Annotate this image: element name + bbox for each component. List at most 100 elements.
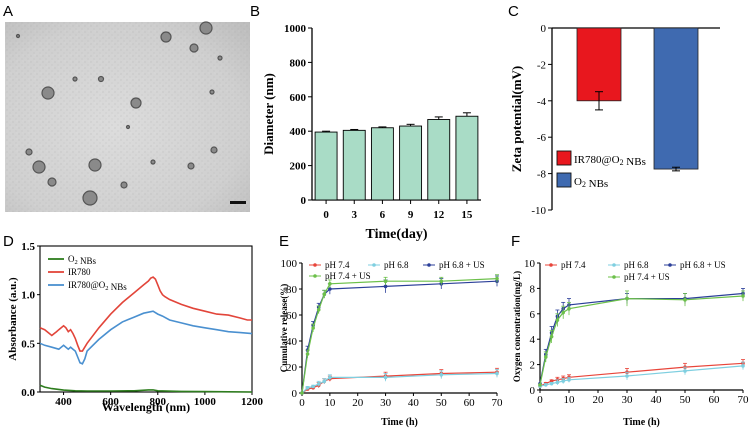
data-point bbox=[328, 375, 332, 380]
x-tick-label: 15 bbox=[461, 209, 473, 221]
y-tick-label: 0 bbox=[301, 195, 307, 207]
scale-bar bbox=[230, 201, 246, 204]
y-tick-label: -4 bbox=[537, 96, 547, 108]
legend-label: IR780@O2 NBs bbox=[574, 154, 646, 168]
chart-f-oxygen: 0 10 20 30 40 50 60 70 0 2 4 6 8 10 pH 7.4 pH 6.8 pH 6.8… bbox=[512, 258, 749, 428]
data-point bbox=[305, 386, 310, 390]
y-axis-title: Cumulative release(%) bbox=[279, 284, 289, 373]
bar bbox=[427, 119, 451, 201]
y-axis-title: Oxygen concentration(mg/L) bbox=[512, 271, 522, 382]
x-axis-title: Time (h) bbox=[623, 417, 660, 428]
x-tick-label: 10 bbox=[564, 394, 576, 406]
legend-label: pH 7.4 bbox=[325, 260, 350, 270]
panel-label-c: C bbox=[508, 3, 519, 20]
legend-marker bbox=[549, 263, 553, 267]
data-point bbox=[555, 380, 560, 385]
x-tick-label: 1200 bbox=[241, 396, 264, 408]
x-tick-label: 50 bbox=[436, 397, 448, 409]
x-tick-label: 400 bbox=[55, 396, 72, 408]
y-axis-title: Absorbance (a.u.) bbox=[7, 277, 19, 361]
legend-marker bbox=[668, 263, 672, 267]
y-tick-label: 0 bbox=[292, 388, 298, 400]
legend-swatch bbox=[556, 150, 572, 166]
x-tick-label: 1000 bbox=[194, 396, 217, 408]
series-line bbox=[39, 276, 252, 352]
y-tick-label: 4 bbox=[530, 334, 536, 346]
legend-label: pH 6.8 bbox=[384, 260, 409, 270]
y-tick-label: 800 bbox=[290, 57, 307, 69]
data-point bbox=[439, 279, 444, 284]
y-tick-label: 2 bbox=[530, 360, 536, 372]
legend-marker bbox=[612, 275, 616, 279]
data-point bbox=[311, 384, 315, 389]
x-tick-label: 60 bbox=[709, 394, 721, 406]
chart-b-diameter: 0 200 400 600 800 1000 0 3 6 9 12 15 Time(day) Diamet… bbox=[261, 23, 481, 242]
data-point bbox=[322, 292, 327, 297]
legend-label: pH 7.4 + US bbox=[624, 272, 670, 282]
y-tick-label: -2 bbox=[537, 59, 546, 71]
data-point bbox=[300, 391, 304, 395]
x-tick-label: 50 bbox=[680, 394, 692, 406]
data-point bbox=[311, 326, 315, 330]
x-tick-label: 0 bbox=[323, 209, 329, 221]
plot-frame bbox=[39, 245, 253, 393]
x-axis-title: Wavelength (nm) bbox=[102, 400, 190, 414]
data-point bbox=[561, 310, 565, 315]
legend-label: O2 NBs bbox=[574, 176, 608, 190]
data-point bbox=[328, 282, 332, 286]
legend-label: O2 NBs bbox=[68, 254, 96, 266]
y-tick-label: 8 bbox=[530, 283, 536, 295]
legend: pH 7.4 pH 6.8 pH 6.8 + US pH 7.4 + US bbox=[309, 260, 485, 281]
y-tick-label: 40 bbox=[286, 336, 298, 348]
panel-label-b: B bbox=[250, 3, 260, 20]
x-tick-label: 12 bbox=[433, 209, 445, 221]
legend-label: pH 6.8 + US bbox=[439, 260, 485, 270]
bar bbox=[399, 125, 423, 201]
x-tick-label: 3 bbox=[352, 209, 358, 221]
series-line bbox=[301, 371, 498, 394]
y-tick-label: 6 bbox=[530, 309, 536, 321]
bar bbox=[314, 131, 338, 201]
data-point bbox=[383, 284, 388, 289]
bar bbox=[455, 115, 479, 201]
x-tick-label: 600 bbox=[102, 396, 119, 408]
data-point bbox=[741, 364, 745, 368]
legend-label: IR780@O2 NBs bbox=[68, 280, 127, 292]
y-tick-label: 100 bbox=[281, 258, 298, 270]
panel-label-d: D bbox=[3, 233, 14, 250]
legend-marker bbox=[372, 263, 376, 267]
legend-label: pH 6.8 + US bbox=[680, 260, 726, 270]
y-tick-label: 0 bbox=[530, 385, 536, 397]
nanobubble-particles bbox=[15, 21, 223, 206]
legend: pH 7.4 pH 6.8 pH 6.8 + US pH 7.4 + US bbox=[545, 260, 726, 282]
y-axis-title: Diameter (nm) bbox=[261, 73, 276, 155]
series-line bbox=[39, 384, 253, 393]
data-point bbox=[561, 379, 565, 383]
x-tick-label: 60 bbox=[464, 397, 476, 409]
x-tick-label: 20 bbox=[352, 397, 364, 409]
legend-label: IR780 bbox=[68, 267, 91, 277]
x-axis-title: Time (h) bbox=[381, 417, 418, 428]
legend-swatch bbox=[556, 172, 572, 188]
series-line bbox=[539, 365, 744, 387]
data-point bbox=[567, 378, 571, 382]
y-tick-label: 200 bbox=[290, 161, 307, 173]
y-tick-label: 1.0 bbox=[21, 290, 35, 302]
y-tick-label: 0 bbox=[541, 23, 547, 35]
series-line bbox=[539, 292, 744, 384]
x-tick-label: 0 bbox=[537, 394, 543, 406]
data-point bbox=[305, 352, 310, 356]
data-point bbox=[328, 287, 332, 291]
data-point bbox=[322, 379, 327, 384]
data-point bbox=[538, 383, 542, 387]
legend-marker bbox=[427, 263, 431, 267]
legend-label: pH 7.4 bbox=[561, 260, 586, 270]
y-tick-label: 0.5 bbox=[21, 338, 35, 350]
data-point bbox=[683, 369, 687, 373]
x-tick-label: 30 bbox=[622, 394, 634, 406]
y-tick-label: -10 bbox=[531, 205, 546, 217]
x-tick-label: 40 bbox=[408, 397, 420, 409]
x-tick-label: 800 bbox=[150, 396, 167, 408]
legend-marker bbox=[313, 274, 317, 278]
